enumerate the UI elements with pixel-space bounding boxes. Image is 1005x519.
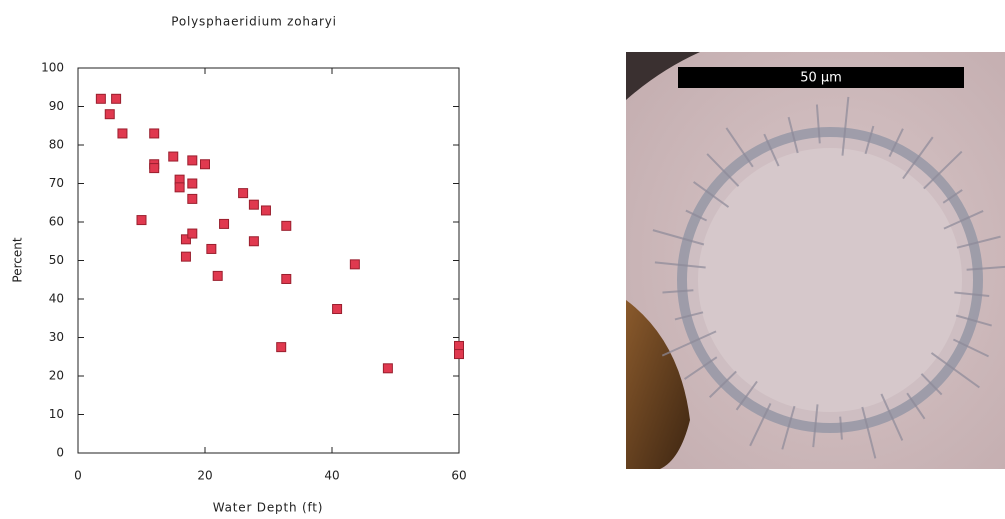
scatter-point	[187, 193, 198, 204]
scatter-point	[136, 215, 147, 226]
spine	[880, 393, 904, 441]
spine	[839, 416, 843, 440]
x-tick-label: 40	[324, 469, 339, 483]
scatter-point	[174, 182, 185, 193]
chart-title: Polysphaeridium zoharyi	[171, 15, 337, 29]
scale-bar	[678, 67, 964, 88]
scatter-point	[187, 155, 198, 166]
scatter-point	[168, 151, 179, 162]
plot-frame	[77, 67, 460, 454]
cyst-body	[698, 148, 962, 412]
y-tick-label: 50	[49, 253, 64, 267]
scatter-point	[260, 205, 271, 216]
scatter-point	[111, 93, 122, 104]
y-tick-label: 70	[49, 176, 64, 190]
scatter-point	[238, 188, 249, 199]
spine	[923, 150, 963, 190]
y-tick-label: 80	[49, 138, 64, 152]
x-axis-label: Water Depth (ft)	[213, 501, 324, 515]
spine	[709, 370, 737, 398]
scatter-point	[248, 199, 259, 210]
scatter-point	[206, 243, 217, 254]
spine	[942, 189, 963, 204]
y-tick-label: 10	[49, 407, 64, 421]
y-tick-label: 100	[41, 61, 64, 75]
scale-bar-label: 50 µm	[800, 71, 842, 86]
y-tick-label: 40	[49, 292, 64, 306]
spine	[954, 291, 990, 297]
scatter-point	[104, 109, 115, 120]
spine	[812, 404, 819, 448]
scatter-point	[187, 178, 198, 189]
spine	[906, 392, 926, 420]
spine	[654, 261, 706, 269]
y-tick-label: 60	[49, 215, 64, 229]
scatter-point	[95, 93, 106, 104]
scatter-point	[281, 273, 292, 284]
spine	[943, 210, 984, 230]
spine	[815, 104, 821, 144]
spine	[888, 128, 904, 158]
scatter-point	[117, 128, 128, 139]
scatter-point	[219, 218, 230, 229]
scatter-point	[281, 220, 292, 231]
spine	[920, 373, 943, 396]
scatter-point	[180, 251, 191, 262]
spine	[693, 181, 730, 208]
spine	[763, 133, 780, 167]
spine	[685, 209, 708, 222]
scatter-point	[248, 236, 259, 247]
cyst-spines	[652, 96, 1005, 459]
spine	[955, 314, 992, 327]
x-tick-label: 60	[451, 469, 466, 483]
y-tick-label: 20	[49, 369, 64, 383]
spine	[652, 229, 705, 246]
scatter-point	[276, 342, 287, 353]
spine	[661, 330, 717, 357]
scatter-point	[149, 163, 160, 174]
scatter-point	[180, 234, 191, 245]
y-tick-label: 30	[49, 330, 64, 344]
y-tick-label: 90	[49, 99, 64, 113]
x-tick-label: 20	[197, 469, 212, 483]
scatter-point	[149, 128, 160, 139]
scatter-point	[332, 304, 343, 315]
micrograph: 50 µm	[626, 52, 1005, 469]
debris	[626, 300, 690, 469]
spine	[683, 356, 718, 380]
spine	[662, 289, 694, 294]
spine	[956, 235, 1001, 249]
spine	[861, 406, 877, 459]
y-axis-label: Percent	[11, 237, 25, 282]
spine	[749, 402, 772, 447]
spine	[725, 127, 754, 168]
spine	[735, 380, 758, 411]
x-tick-label: 0	[74, 469, 82, 483]
spine	[841, 96, 850, 156]
dark-corner	[626, 52, 700, 100]
scatter-point	[212, 270, 223, 281]
spine	[952, 338, 989, 358]
spine	[930, 352, 980, 389]
spine	[864, 125, 875, 155]
spine	[966, 265, 1005, 271]
y-tick-label: 0	[56, 446, 64, 460]
scatter-point	[200, 159, 210, 170]
scatter-point	[187, 228, 198, 239]
scatter-point	[454, 349, 464, 360]
spine	[902, 136, 934, 180]
spine	[781, 405, 796, 450]
spine	[674, 311, 704, 321]
spine	[787, 116, 799, 154]
scatter-point	[382, 363, 393, 374]
scatter-point	[349, 259, 360, 270]
spine	[706, 153, 740, 187]
